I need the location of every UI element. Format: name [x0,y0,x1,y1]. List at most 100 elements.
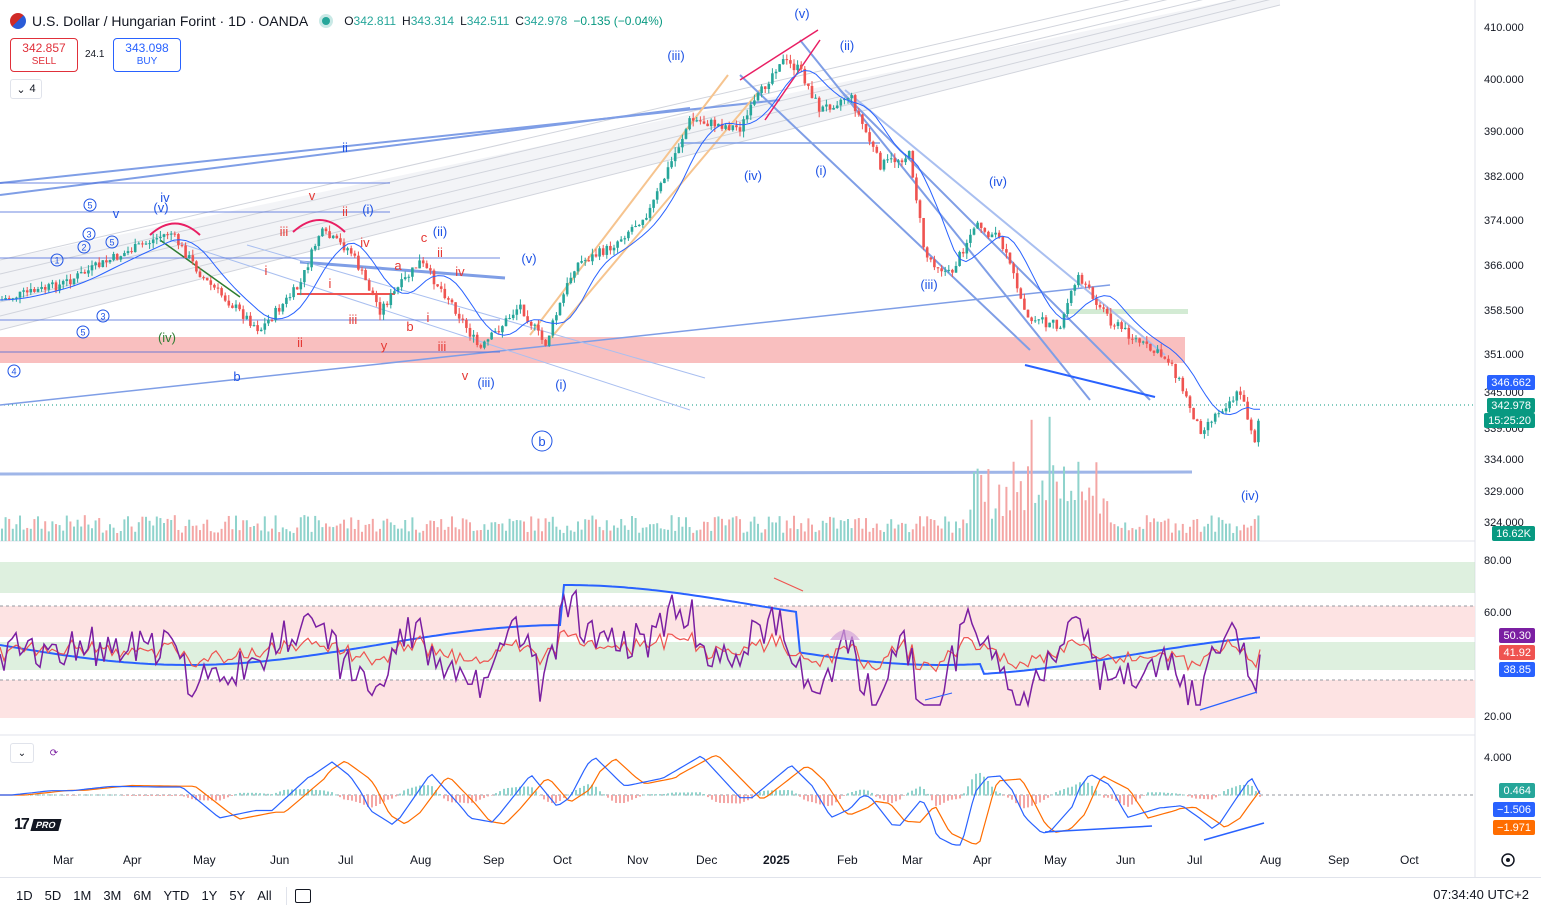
volume-bar [753,516,756,541]
macd-histogram-bar [487,795,489,797]
volume-bar [267,531,270,541]
macd-histogram-bar [319,790,321,796]
chevron-down-icon: ⌄ [17,747,27,759]
macd-histogram-bar [967,786,969,796]
volume-bar [566,525,569,541]
macd-histogram-bar [455,795,457,803]
volume-bar [663,529,666,541]
macd-histogram-bar [323,790,325,796]
candle-body [490,332,493,340]
candle-body [1181,377,1185,392]
macd-histogram-bar [611,795,613,801]
candle-body [1001,236,1005,250]
candle-body [166,234,169,236]
wave-label: (ii) [840,38,854,53]
candle-body [666,167,670,179]
volume-bar [206,519,209,541]
macd-histogram-bar [883,795,885,801]
volume-bar [55,524,57,541]
candle-body [393,291,396,294]
volume-bar [627,529,630,541]
macd-histogram-bar [371,795,373,808]
candle-body [432,270,436,285]
macd-histogram-bar [439,794,441,796]
candle-body [663,178,666,184]
clock[interactable]: 07:34:40 UTC+2 [1433,887,1529,902]
candle-body [951,269,954,273]
range-all[interactable]: All [257,888,272,903]
range-3m[interactable]: 3M [103,888,122,903]
candle-body [990,234,994,238]
sell-button[interactable]: 342.857 SELL [10,38,78,72]
candle-body [195,261,198,272]
pane-collapse-button[interactable]: ⌄ [10,743,34,763]
candle-body [688,118,691,130]
volume-bar [224,521,227,541]
volume-bar [440,519,443,541]
range-1d[interactable]: 1D [16,888,33,903]
macd-histogram-bar [671,792,673,796]
price-tick: 400.000 [1484,74,1524,86]
macd-histogram-bar [427,785,429,796]
volume-bar [317,520,320,541]
macd-histogram-bar [1059,790,1061,796]
range-1y[interactable]: 1Y [201,888,218,903]
refresh-button[interactable]: ⟳ [42,743,66,763]
volume-bar [407,531,410,541]
refresh-icon: ⟳ [49,747,59,759]
range-5d[interactable]: 5D [44,888,62,903]
volume-bar [11,528,14,541]
volume-bar [1235,526,1238,541]
macd-histogram-bar [243,792,245,796]
volume-bar [915,523,918,541]
wave-label: ii [342,204,348,219]
macd-histogram-bar [1211,795,1213,800]
volume-bar [26,527,29,541]
range-6m[interactable]: 6M [133,888,152,903]
volume-bar [461,518,464,541]
macd-histogram-bar [1115,795,1117,802]
macd-histogram-bar [627,795,629,802]
candle-body [252,325,256,327]
volume-bar [1174,523,1177,541]
macd-histogram-bar [691,792,693,796]
volume-bar [1239,530,1242,541]
volume-bar [911,529,914,541]
candle-body [11,298,15,300]
candle-body [245,315,249,319]
volume-bar [1120,527,1123,541]
candle-body [1134,338,1138,340]
candle-body [925,247,929,258]
candle-body [61,281,65,285]
range-1m[interactable]: 1M [73,888,92,903]
wave-label: iii [349,312,358,327]
range-ytd[interactable]: YTD [163,888,190,903]
candle-body [375,295,378,303]
gear-icon[interactable] [1501,853,1515,867]
indicators-toggle[interactable]: ⌄ 4 [10,79,42,99]
volume-bar [875,523,878,541]
candle-body [1192,407,1195,420]
volume-bar [1142,528,1145,541]
macd-histogram-bar [1219,794,1221,796]
calendar-icon[interactable] [294,888,311,903]
volume-bar [973,472,975,541]
candle-body [756,93,760,101]
volume-bar [353,528,356,541]
buy-button[interactable]: 343.098 BUY [113,38,181,72]
range-5y[interactable]: 5Y [229,888,246,903]
volume-bar [746,531,749,541]
macd-histogram-bar [347,795,349,801]
macd-histogram-bar [127,795,129,796]
volume-bar [789,528,792,541]
time-label: May [193,853,216,867]
candle-body [889,158,893,160]
candle-body [1217,413,1221,415]
symbol-title[interactable]: U.S. Dollar / Hungarian Forint · 1D · OA… [32,13,309,29]
candle-body [544,339,547,346]
volume-bar [199,530,201,541]
macd-histogram-bar [703,793,705,796]
macd-histogram-bar [579,787,581,796]
volume-bar [364,524,367,541]
